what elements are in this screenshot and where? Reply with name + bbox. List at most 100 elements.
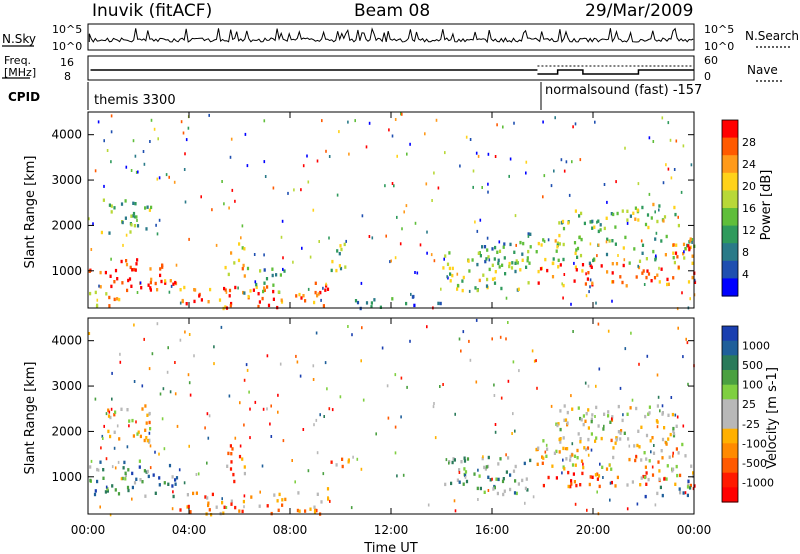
range-cell — [585, 272, 587, 276]
range-cell — [240, 236, 242, 240]
range-cell — [129, 230, 132, 234]
range-cell — [574, 251, 577, 255]
range-cell — [656, 373, 659, 377]
range-cell — [221, 180, 223, 183]
range-cell — [132, 201, 135, 205]
range-cell — [102, 468, 105, 472]
velocity-panel-y-ticks: 1000 2000 3000 4000 — [51, 334, 694, 484]
range-cell — [266, 285, 269, 289]
range-cell — [512, 412, 514, 416]
range-cell — [226, 464, 229, 468]
range-cell — [148, 412, 150, 416]
range-cell — [110, 257, 112, 261]
range-cell — [316, 451, 319, 455]
range-cell — [527, 232, 530, 236]
range-cell — [507, 379, 510, 383]
range-cell — [95, 305, 99, 309]
range-cell — [674, 212, 677, 217]
range-cell — [135, 262, 138, 266]
range-cell — [171, 484, 174, 488]
range-cell — [643, 451, 646, 455]
range-cell — [486, 464, 490, 469]
range-cell — [615, 262, 619, 266]
range-cell — [659, 409, 661, 413]
range-cell — [239, 444, 242, 448]
range-cell — [370, 305, 373, 309]
range-cell — [683, 256, 686, 260]
range-cell — [298, 292, 301, 297]
colorbar-swatch — [722, 472, 738, 488]
range-cell — [519, 240, 522, 245]
range-cell — [129, 265, 132, 270]
range-cell — [164, 281, 167, 285]
range-cell — [614, 242, 617, 246]
range-cell — [479, 218, 482, 222]
range-cell — [462, 330, 465, 334]
range-cell — [319, 290, 322, 295]
x-tick-label: 00:00 — [71, 523, 106, 537]
range-cell — [638, 362, 640, 366]
range-cell — [622, 413, 624, 417]
range-cell — [523, 461, 526, 466]
range-cell — [110, 160, 112, 164]
colorbar-swatch — [722, 355, 738, 371]
range-cell — [442, 266, 445, 270]
sky-noise-line — [88, 27, 694, 44]
range-cell — [246, 266, 250, 271]
range-cell — [156, 288, 159, 292]
range-cell — [525, 477, 528, 481]
range-cell — [238, 242, 241, 246]
range-cell — [669, 432, 672, 437]
range-cell — [143, 162, 146, 166]
range-cell — [207, 501, 210, 505]
range-cell — [266, 407, 268, 411]
range-cell — [174, 361, 176, 364]
range-cell — [146, 439, 149, 443]
range-cell — [514, 269, 517, 274]
range-cell — [485, 284, 489, 288]
range-cell — [148, 367, 151, 371]
range-cell — [587, 384, 590, 388]
range-cell — [561, 219, 565, 224]
range-cell — [509, 487, 512, 492]
range-cell — [295, 354, 297, 358]
range-cell — [151, 352, 154, 356]
range-cell — [574, 209, 577, 213]
range-cell — [489, 478, 492, 482]
range-cell — [494, 430, 497, 434]
range-cell — [497, 462, 500, 466]
range-cell — [297, 491, 300, 495]
range-cell — [131, 485, 134, 490]
range-cell — [515, 243, 517, 247]
range-cell — [585, 412, 588, 416]
range-cell — [673, 205, 676, 210]
range-cell — [137, 430, 140, 434]
range-cell — [158, 176, 161, 180]
range-cell — [330, 460, 333, 464]
range-cell — [573, 279, 576, 283]
range-cell — [672, 467, 675, 471]
range-cell — [661, 493, 664, 498]
range-cell — [468, 269, 471, 273]
range-cell — [498, 240, 501, 244]
range-cell — [304, 299, 307, 303]
range-cell — [292, 260, 294, 264]
range-cell — [564, 418, 568, 422]
range-cell — [580, 459, 584, 463]
range-cell — [249, 407, 251, 411]
range-cell — [323, 415, 325, 418]
range-cell — [463, 459, 467, 463]
range-cell — [543, 239, 546, 243]
range-cell — [493, 394, 496, 397]
range-cell — [188, 237, 190, 241]
range-cell — [461, 288, 464, 293]
range-cell — [94, 397, 97, 401]
range-cell — [200, 298, 203, 302]
nave-label: Nave — [747, 63, 778, 77]
range-cell — [641, 271, 644, 275]
range-cell — [537, 241, 540, 246]
range-cell — [500, 286, 503, 291]
range-cell — [626, 218, 629, 222]
range-cell — [575, 268, 578, 272]
range-cell — [563, 273, 566, 276]
